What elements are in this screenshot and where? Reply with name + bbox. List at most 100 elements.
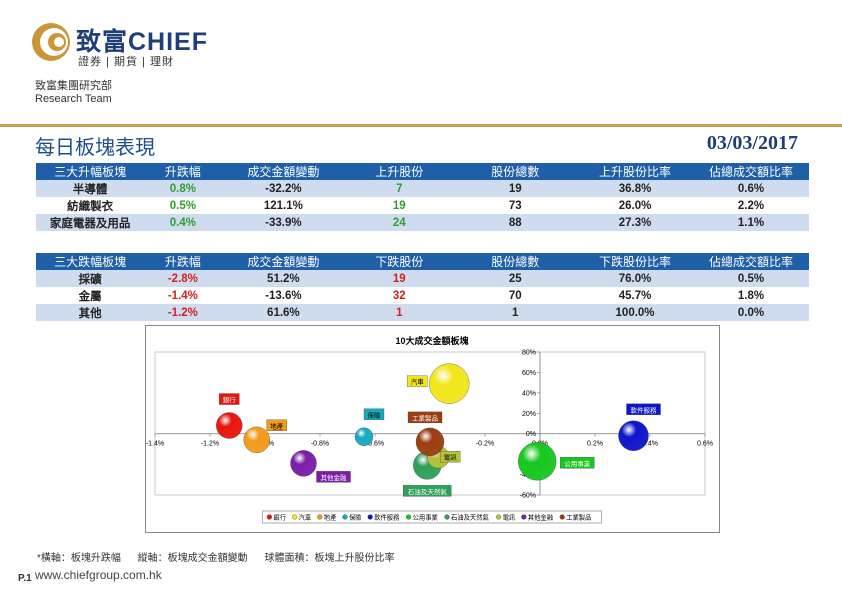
table-row: 家庭電器及用品 0.4% -33.9% 24 88 27.3% 1.1% [36,214,809,231]
bubble-label: 電訊 [444,453,458,462]
total-count-cell: 70 [453,287,578,304]
table-row: 紡織製衣 0.5% 121.1% 19 73 26.0% 2.2% [36,197,809,214]
ratio-cell: 76.0% [577,270,694,287]
table-header: 股份總數 [453,253,578,270]
bubble-label: 保險 [368,410,382,419]
rising-count-cell: 24 [345,214,454,231]
legend-item-label: 工業製品 [566,513,591,522]
turnover-change-cell: 121.1% [221,197,346,214]
page-title: 每日板塊表現 [35,137,155,159]
table-header: 佔總成交額比率 [693,163,809,180]
legend-item-label: 軟件服務 [374,513,400,522]
bubble-label: 軟件服務 [631,405,658,414]
total-count-cell: 88 [453,214,578,231]
header-divider [0,124,842,127]
top-gainers-table: 三大升幅板塊 升跌幅 成交金額變動 上升股份 股份總數 上升股份比率 佔總成交額… [36,163,809,231]
turnover-change-cell: 61.6% [221,304,346,321]
legend-item-label: 保險 [349,513,362,522]
page-number: P.1 [18,573,32,584]
bubble-label-box [626,403,661,415]
total-count-cell: 73 [453,197,578,214]
report-date: 03/03/2017 [706,132,798,154]
chart-title: 10大成交金額板塊 [395,335,468,346]
table-header: 上升股份比率 [577,163,694,180]
logo-icon [32,23,70,61]
table-header: 成交金額變動 [221,163,346,180]
legend-marker [292,514,298,520]
table-header: 升跌幅 [144,253,222,270]
table-header: 上升股份 [345,163,454,180]
share-cell: 0.5% [693,270,809,287]
table-row: 金屬 -1.4% -13.6% 32 70 45.7% 1.8% [36,287,809,304]
department-cn: 致富集團研究部 [35,80,112,92]
bubble-label: 汽車 [411,377,425,386]
rising-count-cell: 19 [345,197,454,214]
change-cell: 0.8% [144,180,222,197]
bubble-1 [216,412,243,439]
bubble-label-box [219,393,240,405]
x-tick-label: -0.8% [311,441,329,448]
legend-item-label: 汽車 [299,513,312,522]
legend-marker [496,514,502,520]
sector-name: 家庭電器及用品 [36,214,145,231]
bubble-label-box [266,419,287,431]
sector-name: 金屬 [36,287,145,304]
chart-legend [262,510,603,524]
bubble-label-box [407,375,428,387]
legend-item-label: 地產 [324,513,337,522]
y-tick-label: 20% [522,411,536,418]
falling-count-cell: 32 [345,287,454,304]
share-cell: 0.0% [693,304,809,321]
legend-marker [521,514,527,520]
sector-name: 半導體 [36,180,145,197]
turnover-change-cell: 51.2% [221,270,346,287]
legend-item-label: 公用事業 [413,513,439,522]
bubble-5 [618,420,649,451]
legend-marker [317,514,323,520]
table-row: 其他 -1.2% 61.6% 1 1 100.0% 0.0% [36,304,809,321]
brand-name: 致富CHIEF [76,28,209,56]
x-tick-label: -0.2% [476,441,494,448]
rising-count-cell: 7 [345,180,454,197]
falling-count-cell: 1 [345,304,454,321]
legend-marker [444,514,450,520]
department-en: Research Team [35,93,112,105]
ratio-cell: 45.7% [577,287,694,304]
bubble-label: 公用事業 [564,459,591,468]
x-tick-label: -0.6% [366,441,384,448]
legend-item-label: 其他金融 [528,513,554,522]
x-tick-label: 0.2% [587,441,603,448]
ratio-cell: 100.0% [577,304,694,321]
table-row: 採礦 -2.8% 51.2% 19 25 76.0% 0.5% [36,270,809,287]
bubble-2 [429,363,470,404]
bubble-label-box [403,485,452,497]
share-cell: 2.2% [693,197,809,214]
x-tick-label: -1.4% [146,441,164,448]
chart-footnote: *橫軸：板塊升跌幅 縱軸：板塊成交金額變動 球體面積：板塊上升股份比率 [37,549,408,564]
legend-item-label: 石油及天然氣 [451,513,489,522]
change-cell: -1.2% [144,304,222,321]
x-tick-label: -1.2% [201,441,219,448]
bubble-label-box [440,451,461,463]
bubble-label-box [363,408,385,420]
brand-subtitle: 證券 | 期貨 | 理財 [78,56,174,68]
bubble-chart: 10大成交金額板塊 -1.4%-1.2%-1.0%-0.8%-0.6%-0.4%… [145,325,720,533]
table-header: 三大升幅板塊 [36,163,145,180]
bubble-label-box [316,471,351,483]
note-x-axis: *橫軸：板塊升跌幅 [37,553,121,564]
ratio-cell: 26.0% [577,197,694,214]
note-y-axis: 縱軸：板塊成交金額變動 [137,553,248,564]
website-link[interactable]: www.chiefgroup.com.hk [35,568,162,582]
turnover-change-cell: -33.9% [221,214,346,231]
change-cell: -1.4% [144,287,222,304]
bubble-label: 工業製品 [412,413,438,422]
bubble-label: 石油及天然氣 [408,487,448,496]
bubble-label-box [560,457,595,469]
legend-item-label: 電訊 [503,513,516,522]
table-header: 下跌股份 [345,253,454,270]
y-tick-label: 60% [522,370,536,377]
share-cell: 0.6% [693,180,809,197]
legend-item-label: 銀行 [273,513,286,522]
bubble-10 [415,427,445,457]
turnover-change-cell: -32.2% [221,180,346,197]
